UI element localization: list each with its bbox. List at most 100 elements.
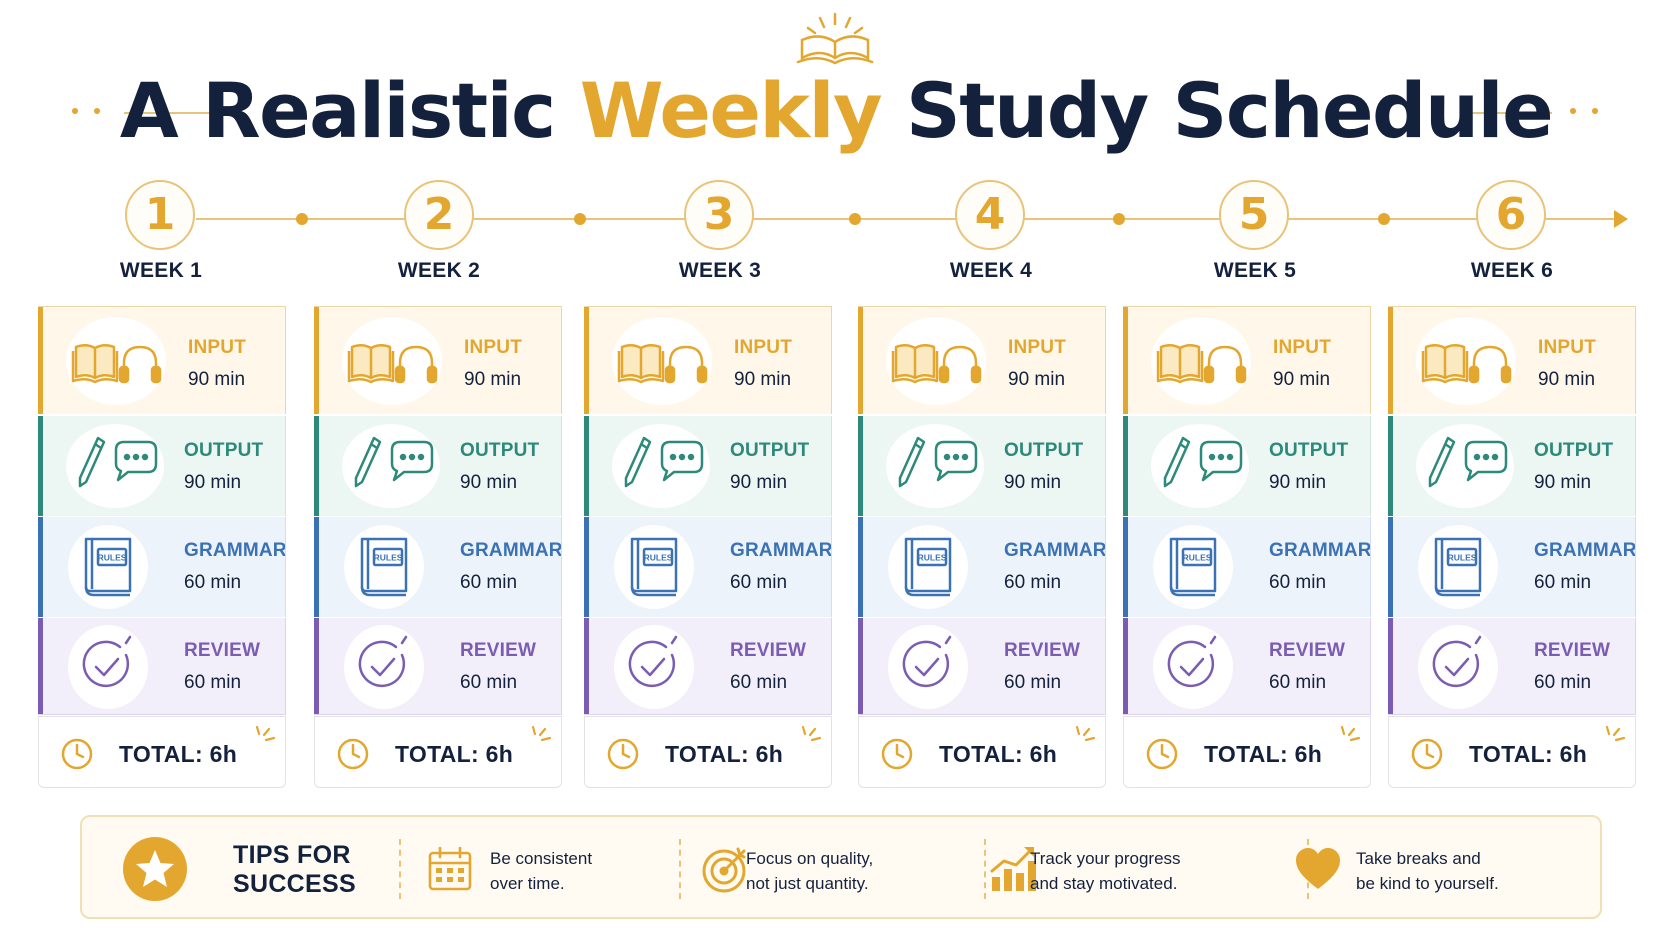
rules-book-label: RULES — [918, 553, 947, 563]
clock-icon — [1411, 738, 1443, 770]
input-accent-bar — [38, 307, 43, 414]
title-deco-dot-right-2 — [1592, 108, 1598, 114]
rules-book-label: RULES — [374, 553, 403, 563]
sparkle-icon — [531, 725, 552, 742]
sparkle-icon — [1605, 725, 1626, 742]
output-block: OUTPUT 90 min — [314, 416, 562, 516]
grammar-accent-bar — [1123, 517, 1128, 617]
book-headphones-icon — [891, 344, 982, 384]
grammar-icon-bubble: RULES — [68, 525, 148, 609]
week-6-number: 6 — [1476, 180, 1546, 250]
input-icon-bubble — [66, 317, 166, 405]
tip-separator — [679, 839, 681, 899]
rules-book-icon: RULES — [1169, 537, 1217, 597]
review-block: REVIEW 60 min — [858, 618, 1106, 715]
tip-3-line-1: Track your progress — [1030, 849, 1181, 868]
output-accent-bar — [38, 416, 43, 516]
week-6-column: INPUT 90 min OUT — [1388, 306, 1636, 788]
headphones-icon — [664, 345, 708, 384]
review-label: REVIEW — [1269, 640, 1346, 661]
output-block: OUTPUT 90 min — [584, 416, 832, 516]
week-5-label: WEEK 5 — [1213, 259, 1297, 282]
grammar-block: RULES GRAMMAR 60 min — [584, 517, 832, 617]
timeline-dot — [296, 213, 308, 225]
pencil-icon — [898, 436, 926, 488]
chat-bubble-icon — [1199, 440, 1243, 482]
review-label: REVIEW — [1534, 640, 1611, 661]
grammar-label: GRAMMAR — [1269, 540, 1371, 561]
pencil-chat-icon — [624, 436, 704, 488]
grammar-label: GRAMMAR — [184, 540, 286, 561]
tip-3-text: Track your progress and stay motivated. — [1030, 846, 1250, 896]
grammar-icon-bubble: RULES — [1153, 525, 1233, 609]
total-block: TOTAL: 6h — [1388, 716, 1636, 788]
title-part-2: Study Schedule — [906, 66, 1554, 155]
review-block: REVIEW 60 min — [38, 618, 286, 715]
timeline-line — [196, 218, 1616, 220]
output-block: OUTPUT 90 min — [38, 416, 286, 516]
input-accent-bar — [314, 307, 319, 414]
review-label: REVIEW — [184, 640, 261, 661]
review-time: 60 min — [1004, 672, 1062, 693]
review-accent-bar — [38, 618, 43, 714]
pencil-chat-icon — [78, 436, 158, 488]
input-accent-bar — [858, 307, 863, 414]
timeline-dot — [1113, 213, 1125, 225]
book-headphones-icon — [71, 344, 162, 384]
week-2-number: 2 — [404, 180, 474, 250]
sparkle-icon — [1075, 725, 1096, 742]
book-headphones-icon — [1421, 344, 1512, 384]
input-accent-bar — [1123, 307, 1128, 414]
pencil-chat-icon — [898, 436, 978, 488]
input-block: INPUT 90 min — [1388, 306, 1636, 414]
check-circle-icon — [82, 635, 132, 688]
grammar-block: RULES GRAMMAR 60 min — [314, 517, 562, 617]
week-1-number: 1 — [125, 180, 195, 250]
review-icon-bubble — [1153, 625, 1233, 709]
heart-icon — [1296, 848, 1340, 889]
output-label: OUTPUT — [184, 440, 264, 461]
title-highlight: Weekly — [579, 66, 883, 155]
book-icon — [71, 344, 119, 384]
check-circle-icon — [1432, 635, 1482, 688]
output-time: 90 min — [1004, 472, 1062, 493]
output-accent-bar — [1123, 416, 1128, 516]
review-icon-bubble — [888, 625, 968, 709]
input-accent-bar — [584, 307, 589, 414]
tip-3-line-2: and stay motivated. — [1030, 874, 1178, 893]
total-block: TOTAL: 6h — [314, 716, 562, 788]
rules-book-label: RULES — [644, 553, 673, 563]
grammar-accent-bar — [858, 517, 863, 617]
grammar-time: 60 min — [1534, 572, 1592, 593]
review-icon-bubble — [344, 625, 424, 709]
input-label: INPUT — [734, 337, 792, 358]
rules-book-label: RULES — [1448, 553, 1477, 563]
input-block: INPUT 90 min — [858, 306, 1106, 414]
grammar-label: GRAMMAR — [1004, 540, 1106, 561]
total-text: TOTAL: 6h — [1204, 741, 1323, 767]
total-text: TOTAL: 6h — [119, 741, 238, 767]
week-2-label: WEEK 2 — [397, 259, 481, 282]
review-time: 60 min — [730, 672, 788, 693]
grammar-accent-bar — [1388, 517, 1393, 617]
rules-book-icon: RULES — [84, 537, 132, 597]
output-icon-bubble — [342, 424, 440, 508]
chat-bubble-icon — [934, 440, 978, 482]
rules-book-icon: RULES — [630, 537, 678, 597]
output-accent-bar — [858, 416, 863, 516]
review-label: REVIEW — [1004, 640, 1081, 661]
tip-separator — [399, 839, 401, 899]
chat-bubble-icon — [1464, 440, 1508, 482]
review-icon-bubble — [1418, 625, 1498, 709]
tip-4-line-1: Take breaks and — [1356, 849, 1481, 868]
pencil-chat-icon — [1163, 436, 1243, 488]
title-deco-dot-right-1 — [1570, 108, 1576, 114]
input-label: INPUT — [1273, 337, 1331, 358]
input-block: INPUT 90 min — [314, 306, 562, 414]
week-1-column: INPUT 90 min OUT — [38, 306, 286, 788]
headphones-icon — [938, 345, 982, 384]
input-label: INPUT — [188, 337, 246, 358]
check-circle-icon — [1167, 635, 1217, 688]
output-label: OUTPUT — [460, 440, 540, 461]
rules-book-label: RULES — [98, 553, 127, 563]
